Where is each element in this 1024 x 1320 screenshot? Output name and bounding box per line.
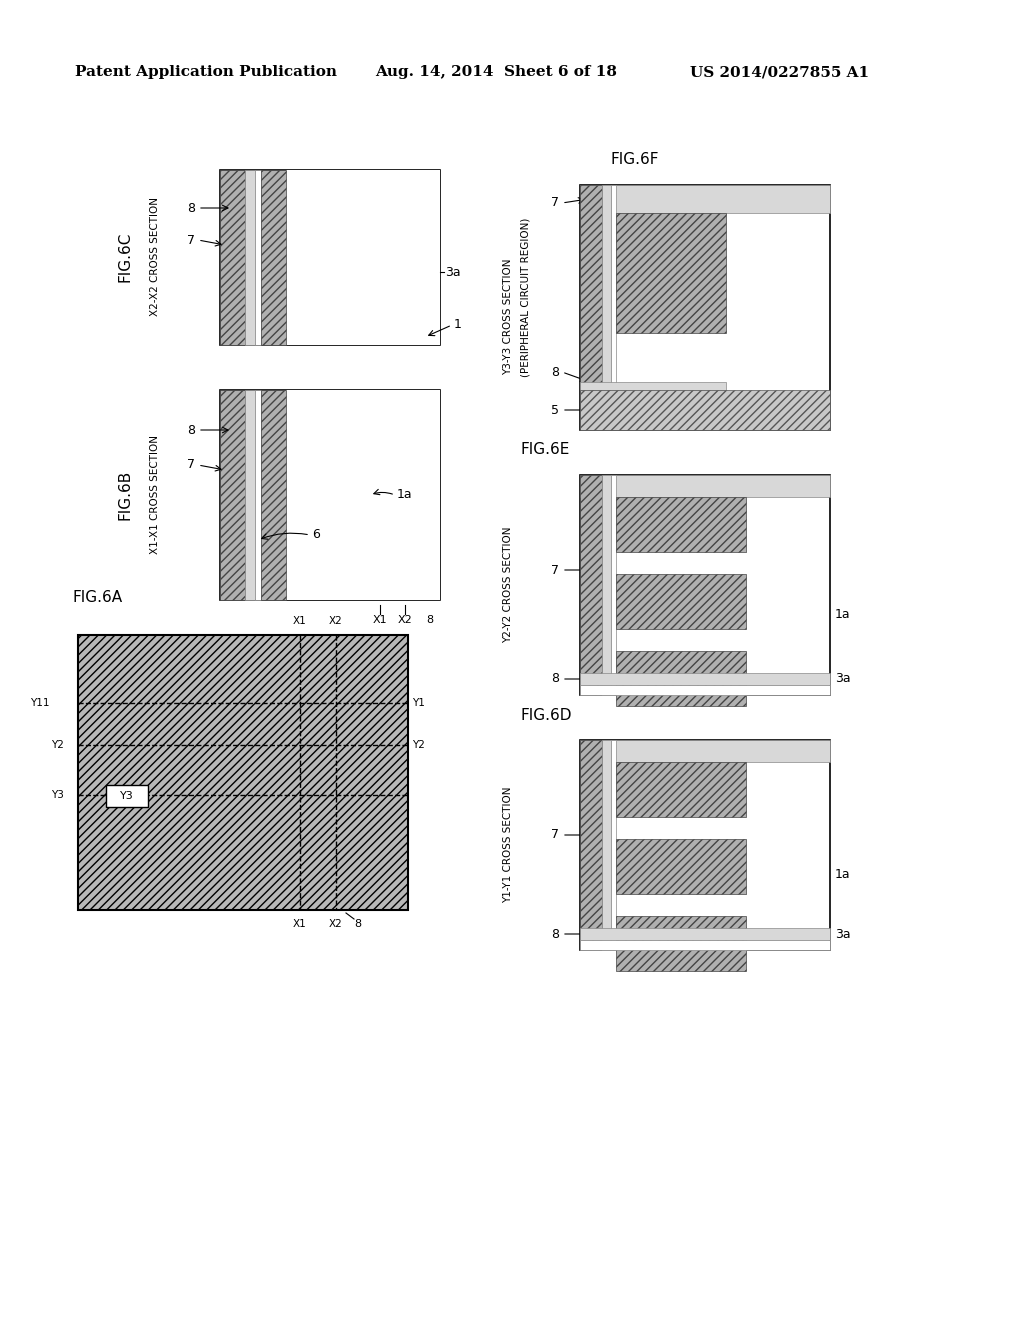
Text: FIG.6B: FIG.6B — [118, 470, 132, 520]
Text: Y11: Y11 — [31, 698, 50, 708]
Bar — [580, 185, 602, 389]
Text: Y2-Y2 CROSS SECTION: Y2-Y2 CROSS SECTION — [503, 527, 513, 643]
Text: 3a: 3a — [445, 265, 461, 279]
Text: 7: 7 — [551, 829, 559, 842]
Text: Patent Application Publication: Patent Application Publication — [75, 65, 337, 79]
Bar — [286, 170, 440, 345]
Text: 1a: 1a — [835, 869, 851, 882]
Bar — [580, 185, 830, 430]
Text: (PERIPHERAL CIRCUIT REGION): (PERIPHERAL CIRCUIT REGION) — [520, 218, 530, 376]
Text: 8: 8 — [187, 424, 195, 437]
Bar — [602, 185, 611, 389]
Text: X1: X1 — [293, 616, 307, 626]
Text: X1: X1 — [293, 919, 307, 929]
Text: 8: 8 — [551, 366, 559, 379]
Bar — [580, 741, 830, 950]
Text: FIG.6E: FIG.6E — [520, 442, 569, 458]
Text: 8: 8 — [354, 919, 361, 929]
Text: 3a: 3a — [835, 928, 851, 940]
Text: Y2: Y2 — [412, 741, 425, 750]
Bar — [220, 170, 440, 345]
Text: X2-X2 CROSS SECTION: X2-X2 CROSS SECTION — [150, 198, 160, 317]
Text: 6: 6 — [312, 528, 319, 541]
Text: Y2: Y2 — [51, 741, 63, 750]
Bar — [580, 940, 830, 950]
Bar — [611, 475, 616, 696]
Text: 6: 6 — [642, 793, 650, 807]
Bar — [580, 685, 830, 696]
Bar — [580, 928, 830, 940]
Text: 1a: 1a — [397, 488, 413, 502]
Bar — [580, 381, 726, 389]
Bar — [616, 213, 726, 333]
Bar — [220, 389, 245, 601]
Text: 8: 8 — [187, 202, 195, 214]
Bar — [616, 762, 746, 817]
Bar — [611, 185, 616, 389]
Text: X1: X1 — [373, 615, 387, 624]
Text: X2: X2 — [397, 615, 413, 624]
Bar — [220, 389, 440, 601]
Bar — [611, 741, 616, 950]
Text: Y1-Y1 CROSS SECTION: Y1-Y1 CROSS SECTION — [503, 787, 513, 903]
Bar — [106, 785, 148, 807]
Bar — [602, 741, 611, 950]
Bar — [580, 389, 830, 430]
Bar — [286, 389, 440, 601]
Bar — [602, 475, 611, 696]
Bar — [580, 673, 830, 685]
Bar — [580, 475, 602, 696]
Text: Y3: Y3 — [51, 789, 63, 800]
Bar — [616, 916, 746, 972]
Bar — [616, 498, 746, 552]
Text: 5: 5 — [551, 404, 559, 417]
Text: 6: 6 — [642, 528, 650, 541]
Text: FIG.6F: FIG.6F — [610, 153, 658, 168]
Text: X2: X2 — [329, 919, 343, 929]
Bar — [261, 389, 286, 601]
Text: 8: 8 — [551, 672, 559, 685]
Text: Y3: Y3 — [120, 791, 134, 801]
Text: 7: 7 — [187, 458, 195, 471]
Text: 4: 4 — [718, 252, 726, 264]
Bar — [255, 389, 261, 601]
Bar — [255, 170, 261, 345]
Bar — [261, 170, 286, 345]
Bar — [580, 741, 830, 762]
Text: FIG.6A: FIG.6A — [73, 590, 123, 605]
Bar — [580, 475, 830, 498]
Text: FIG.6C: FIG.6C — [118, 232, 132, 282]
Bar — [580, 475, 830, 696]
Text: 1a: 1a — [835, 609, 851, 622]
Text: 7: 7 — [551, 564, 559, 577]
Text: 8: 8 — [551, 928, 559, 940]
Bar — [245, 170, 255, 345]
Text: 7: 7 — [187, 234, 195, 247]
Bar — [580, 741, 602, 950]
Text: Aug. 14, 2014  Sheet 6 of 18: Aug. 14, 2014 Sheet 6 of 18 — [375, 65, 617, 79]
Text: 1: 1 — [454, 318, 462, 331]
Bar — [616, 651, 746, 706]
Text: US 2014/0227855 A1: US 2014/0227855 A1 — [690, 65, 869, 79]
Bar — [78, 635, 408, 909]
Text: X2: X2 — [329, 616, 343, 626]
Text: Y3-Y3 CROSS SECTION: Y3-Y3 CROSS SECTION — [503, 259, 513, 375]
Bar — [616, 840, 746, 894]
Text: FIG.6D: FIG.6D — [520, 708, 571, 722]
Bar — [245, 389, 255, 601]
Text: X1-X1 CROSS SECTION: X1-X1 CROSS SECTION — [150, 436, 160, 554]
Bar — [220, 170, 245, 345]
Text: 7: 7 — [551, 197, 559, 210]
Bar — [616, 574, 746, 630]
Bar — [580, 185, 830, 213]
Text: Y1: Y1 — [412, 698, 425, 708]
Text: 8: 8 — [426, 615, 433, 624]
Text: 3a: 3a — [835, 672, 851, 685]
